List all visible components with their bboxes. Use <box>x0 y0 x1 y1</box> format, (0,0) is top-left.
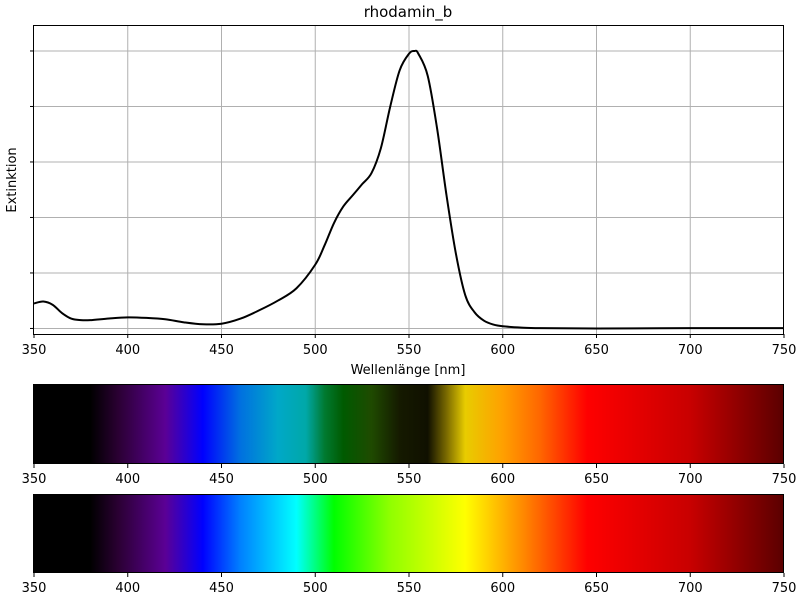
spectrum-tick-label: 500 <box>303 472 328 487</box>
spectrum-tick-label: 600 <box>490 581 515 596</box>
spectrum-bar-full: 350 400 450 500 550 600 650 700 750 <box>22 494 797 596</box>
x-tick-label: 350 <box>22 343 47 358</box>
spectrum-tick-label: 450 <box>209 472 234 487</box>
x-axis-label: Wellenlänge [nm] <box>351 363 466 378</box>
spectrum-tick-label: 650 <box>584 581 609 596</box>
spectrum-tick-label: 700 <box>678 472 703 487</box>
spectrum-axis-ticks-full: 350 400 450 500 550 600 650 700 750 <box>22 573 797 596</box>
spectrum-tick-label: 700 <box>678 581 703 596</box>
y-axis-ticks <box>30 50 34 329</box>
spectrum-gradient-full <box>34 495 784 573</box>
spectrum-axis-ticks-absorption: 350 400 450 500 550 600 650 700 750 <box>22 464 797 487</box>
absorption-plot: rhodamin_b 350 400 450 500 550 600 650 700 750 W… <box>5 3 796 378</box>
spectrum-tick-label: 400 <box>115 581 140 596</box>
series-line-extinktion <box>33 49 785 330</box>
chart-title: rhodamin_b <box>364 3 453 22</box>
spectrum-bar-absorption: 350 400 450 500 550 600 650 700 750 <box>22 384 797 487</box>
spectrum-gradient-absorption <box>34 385 784 464</box>
spectrum-tick-label: 500 <box>303 581 328 596</box>
spectrum-tick-label: 650 <box>584 472 609 487</box>
spectrum-tick-label: 350 <box>22 472 47 487</box>
x-tick-label: 400 <box>115 343 140 358</box>
spectrum-tick-label: 550 <box>397 472 422 487</box>
x-tick-label: 450 <box>209 343 234 358</box>
spectrum-tick-label: 600 <box>490 472 515 487</box>
spectrum-tick-label: 450 <box>209 581 234 596</box>
spectrum-frame-absorption <box>33 384 784 464</box>
x-tick-label: 500 <box>303 343 328 358</box>
spectrum-tick-label: 550 <box>397 581 422 596</box>
grid-lines <box>34 26 784 334</box>
spectrum-tick-label: 400 <box>115 472 140 487</box>
x-tick-label: 600 <box>490 343 515 358</box>
spectrum-tick-label: 350 <box>22 581 47 596</box>
spectrum-frame-full <box>33 494 784 573</box>
spectrum-tick-label: 750 <box>772 581 797 596</box>
spectrum-tick-label: 750 <box>772 472 797 487</box>
y-axis-label: Extinktion <box>5 147 20 212</box>
x-tick-label: 700 <box>678 343 703 358</box>
x-tick-label: 650 <box>584 343 609 358</box>
x-axis-ticks: 350 400 450 500 550 600 650 700 750 <box>22 334 797 358</box>
x-tick-label: 550 <box>397 343 422 358</box>
x-tick-label: 750 <box>772 343 797 358</box>
